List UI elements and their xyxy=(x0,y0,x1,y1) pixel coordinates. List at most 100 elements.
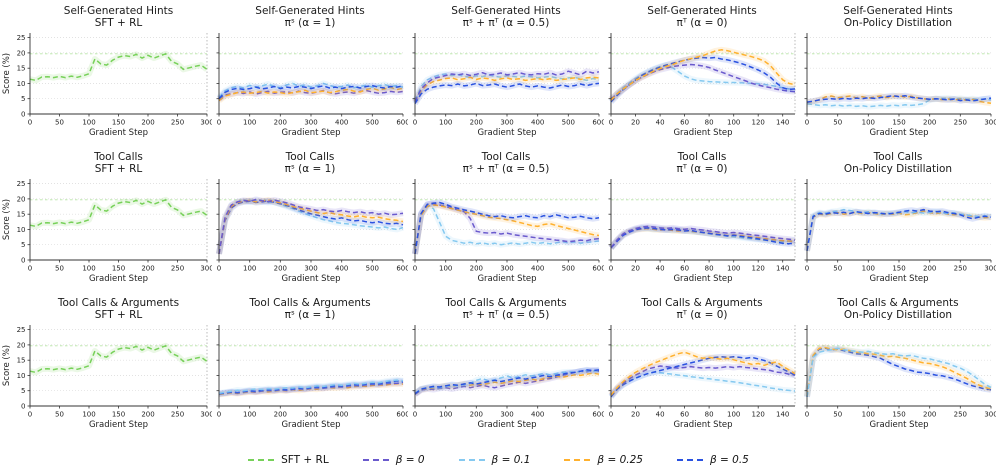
svg-text:100: 100 xyxy=(862,118,875,126)
svg-text:600: 600 xyxy=(592,118,604,126)
svg-text:400: 400 xyxy=(531,410,544,418)
svg-text:10: 10 xyxy=(17,80,26,88)
svg-text:400: 400 xyxy=(335,118,348,126)
subplot-subtitle: On-Policy Distillation xyxy=(843,163,953,176)
svg-text:60: 60 xyxy=(680,410,689,418)
plot-canvas: 0 100 200 300 400 500 600 Gradient Step xyxy=(216,178,408,284)
subplot-title: Self-Generated Hints xyxy=(63,5,174,17)
subplot-subtitle: πˢ (α = 1) xyxy=(284,309,336,322)
legend-label: β = 0.25 xyxy=(597,454,643,466)
subplot-toolargs-sft-rl: Tool Calls & Arguments SFT + RL 0 50 100 15… xyxy=(0,297,212,443)
svg-text:15: 15 xyxy=(17,64,26,72)
svg-text:150: 150 xyxy=(892,264,905,272)
svg-text:400: 400 xyxy=(335,264,348,272)
svg-text:200: 200 xyxy=(470,410,483,418)
svg-text:Gradient Step: Gradient Step xyxy=(89,420,148,430)
svg-text:500: 500 xyxy=(366,264,379,272)
svg-text:300: 300 xyxy=(304,264,317,272)
subplot-hints-on-policy: Self-Generated Hints On-Policy Distillat… xyxy=(800,5,996,151)
subplot-toolcalls-pi-t: Tool Calls πᵀ (α = 0) 0 20 40 60 80 100 120 140… xyxy=(604,151,800,297)
svg-text:0: 0 xyxy=(413,410,417,418)
svg-text:5: 5 xyxy=(21,95,25,103)
svg-text:120: 120 xyxy=(752,410,765,418)
svg-text:400: 400 xyxy=(531,264,544,272)
subplot-subtitle: πᵀ (α = 0) xyxy=(676,163,728,176)
svg-text:100: 100 xyxy=(439,264,452,272)
svg-text:100: 100 xyxy=(82,118,95,126)
subplot-subtitle: On-Policy Distillation xyxy=(843,309,953,322)
legend-line-swatch xyxy=(458,459,485,461)
svg-text:300: 300 xyxy=(984,264,996,272)
plot-canvas: 0 100 200 300 400 500 600 Gradient Step xyxy=(412,32,604,138)
svg-text:250: 250 xyxy=(171,264,184,272)
plot-canvas: 0 100 200 300 400 500 600 Gradient Step xyxy=(412,324,604,430)
legend-line-swatch xyxy=(248,459,275,461)
svg-text:5: 5 xyxy=(21,241,25,249)
svg-text:140: 140 xyxy=(776,410,789,418)
svg-text:100: 100 xyxy=(727,264,740,272)
svg-text:0: 0 xyxy=(609,264,613,272)
svg-text:600: 600 xyxy=(396,410,408,418)
svg-text:200: 200 xyxy=(923,118,936,126)
subplot-title: Self-Generated Hints xyxy=(647,5,757,17)
svg-text:400: 400 xyxy=(335,410,348,418)
svg-text:150: 150 xyxy=(892,118,905,126)
svg-text:200: 200 xyxy=(923,410,936,418)
plot-canvas: 0 50 100 150 200 250 300 Gradient Step xyxy=(804,324,996,430)
svg-text:500: 500 xyxy=(562,118,575,126)
svg-text:Score (%): Score (%) xyxy=(2,53,12,94)
subplot-toolcalls-pi-s: Tool Calls πˢ (α = 1) 0 100 200 300 400 500 60… xyxy=(212,151,408,297)
svg-text:200: 200 xyxy=(141,118,154,126)
svg-text:200: 200 xyxy=(274,264,287,272)
svg-text:60: 60 xyxy=(680,118,689,126)
svg-text:80: 80 xyxy=(705,264,714,272)
svg-text:Gradient Step: Gradient Step xyxy=(673,420,732,430)
svg-text:Gradient Step: Gradient Step xyxy=(281,274,340,284)
subplot-title: Tool Calls & Arguments xyxy=(837,297,959,309)
svg-text:15: 15 xyxy=(17,210,26,218)
svg-text:40: 40 xyxy=(656,264,665,272)
svg-text:400: 400 xyxy=(531,118,544,126)
legend: SFT + RL β = 0 β = 0.1 β = 0.25 β = 0.5 xyxy=(0,445,997,475)
svg-text:250: 250 xyxy=(954,264,967,272)
subplot-toolcalls-pi-s-pi-t: Tool Calls πˢ + πᵀ (α = 0.5) 0 100 200 300 4… xyxy=(408,151,604,297)
subplot-title: Tool Calls xyxy=(873,151,923,163)
svg-text:0: 0 xyxy=(28,410,32,418)
subplot-title: Tool Calls & Arguments xyxy=(445,297,567,309)
subplot-toolargs-pi-s: Tool Calls & Arguments πˢ (α = 1) 0 100 20… xyxy=(212,297,408,443)
subplot-subtitle: πˢ + πᵀ (α = 0.5) xyxy=(462,309,550,322)
svg-text:25: 25 xyxy=(17,180,26,188)
subplot-title: Self-Generated Hints xyxy=(843,5,953,17)
svg-text:100: 100 xyxy=(243,264,256,272)
svg-text:Gradient Step: Gradient Step xyxy=(869,420,928,430)
svg-text:0: 0 xyxy=(413,264,417,272)
subplot-subtitle: πˢ (α = 1) xyxy=(284,163,336,176)
svg-text:150: 150 xyxy=(112,118,125,126)
plot-canvas: 0 50 100 150 200 250 300 0 5 10 15 20 25 Gradient Ste… xyxy=(2,32,212,138)
svg-text:50: 50 xyxy=(55,264,64,272)
chart-row-tool-calls: Tool Calls SFT + RL 0 50 100 150 200 250 300 0 5… xyxy=(0,151,997,297)
svg-text:200: 200 xyxy=(274,118,287,126)
chart-row-tool-calls-arguments: Tool Calls & Arguments SFT + RL 0 50 100 15… xyxy=(0,297,997,443)
subplot-toolargs-on-policy: Tool Calls & Arguments On-Policy Distill… xyxy=(800,297,996,443)
plot-canvas: 0 50 100 150 200 250 300 Gradient Step xyxy=(804,178,996,284)
svg-text:250: 250 xyxy=(171,410,184,418)
subplot-subtitle: πˢ + πᵀ (α = 0.5) xyxy=(462,163,550,176)
subplot-toolcalls-on-policy: Tool Calls On-Policy Distillation 0 50 100… xyxy=(800,151,996,297)
svg-text:120: 120 xyxy=(752,118,765,126)
legend-line-swatch xyxy=(564,459,591,461)
subplot-toolargs-pi-s-pi-t: Tool Calls & Arguments πˢ + πᵀ (α = 0.5)… xyxy=(408,297,604,443)
svg-text:0: 0 xyxy=(217,410,221,418)
svg-text:0: 0 xyxy=(28,118,32,126)
svg-text:Gradient Step: Gradient Step xyxy=(477,128,536,138)
plot-canvas: 0 50 100 150 200 250 300 Gradient Step xyxy=(804,32,996,138)
svg-text:100: 100 xyxy=(862,410,875,418)
svg-text:200: 200 xyxy=(274,410,287,418)
svg-text:Gradient Step: Gradient Step xyxy=(673,274,732,284)
svg-text:20: 20 xyxy=(631,410,640,418)
svg-text:0: 0 xyxy=(609,410,613,418)
svg-text:150: 150 xyxy=(112,410,125,418)
svg-text:0: 0 xyxy=(805,118,809,126)
svg-text:100: 100 xyxy=(862,264,875,272)
